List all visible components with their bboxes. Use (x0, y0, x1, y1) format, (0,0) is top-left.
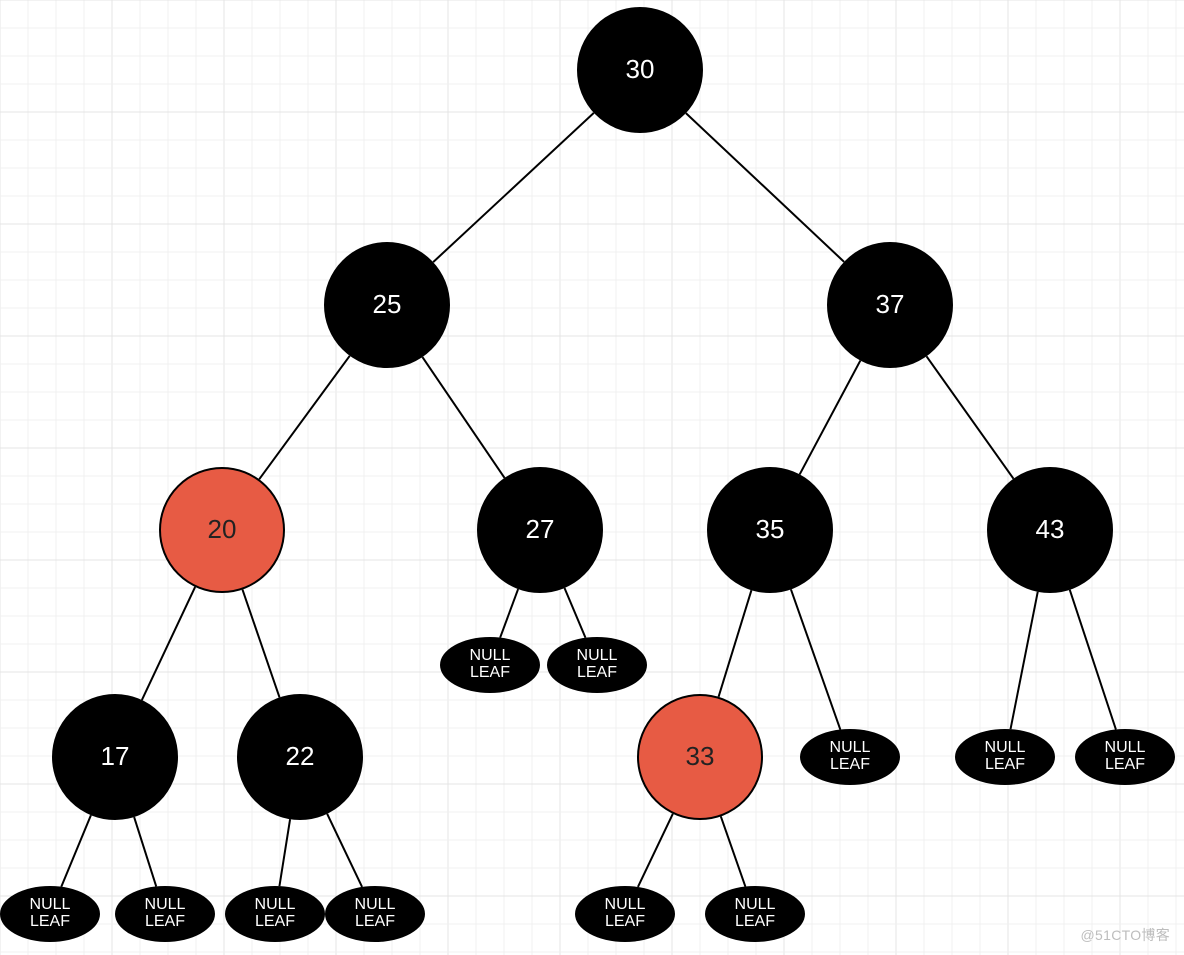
null-leaf-l43R: NULL LEAF (1075, 729, 1175, 785)
tree-node-n17: 17 (52, 694, 178, 820)
tree-node-n20: 20 (159, 467, 285, 593)
node-label: NULL LEAF (145, 897, 186, 931)
null-leaf-l22L: NULL LEAF (225, 886, 325, 942)
node-label: NULL LEAF (577, 648, 618, 682)
null-leaf-l33R: NULL LEAF (705, 886, 805, 942)
null-leaf-l43L: NULL LEAF (955, 729, 1055, 785)
node-label: NULL LEAF (355, 897, 396, 931)
tree-node-n37: 37 (827, 242, 953, 368)
tree-node-n25: 25 (324, 242, 450, 368)
tree-node-n22: 22 (237, 694, 363, 820)
node-label: NULL LEAF (830, 740, 871, 774)
node-label: 22 (286, 743, 315, 770)
tree-diagram: 30 25 37 20 27 35 43 17 22 33 NULL LEAF NULL LEAF NU… (0, 0, 1184, 955)
null-leaf-l35R: NULL LEAF (800, 729, 900, 785)
node-label: 27 (526, 516, 555, 543)
null-leaf-l17R: NULL LEAF (115, 886, 215, 942)
null-leaf-l27R: NULL LEAF (547, 637, 647, 693)
node-label: NULL LEAF (605, 897, 646, 931)
node-label: 17 (101, 743, 130, 770)
null-leaf-l22R: NULL LEAF (325, 886, 425, 942)
null-leaf-l33L: NULL LEAF (575, 886, 675, 942)
tree-node-n27: 27 (477, 467, 603, 593)
node-label: 20 (208, 516, 237, 543)
node-label: NULL LEAF (1105, 740, 1146, 774)
node-label: NULL LEAF (985, 740, 1026, 774)
node-label: NULL LEAF (735, 897, 776, 931)
null-leaf-l17L: NULL LEAF (0, 886, 100, 942)
tree-node-n33: 33 (637, 694, 763, 820)
background-grid (0, 0, 1184, 955)
tree-node-n43: 43 (987, 467, 1113, 593)
node-label: 30 (626, 56, 655, 83)
tree-node-n35: 35 (707, 467, 833, 593)
node-label: NULL LEAF (470, 648, 511, 682)
node-label: 35 (756, 516, 785, 543)
node-label: 25 (373, 291, 402, 318)
watermark-text: @51CTO博客 (1081, 925, 1170, 945)
node-label: NULL LEAF (30, 897, 71, 931)
node-label: 33 (686, 743, 715, 770)
tree-node-n30: 30 (577, 7, 703, 133)
node-label: NULL LEAF (255, 897, 296, 931)
node-label: 43 (1036, 516, 1065, 543)
node-label: 37 (876, 291, 905, 318)
tree-edges (0, 0, 1184, 955)
null-leaf-l27L: NULL LEAF (440, 637, 540, 693)
